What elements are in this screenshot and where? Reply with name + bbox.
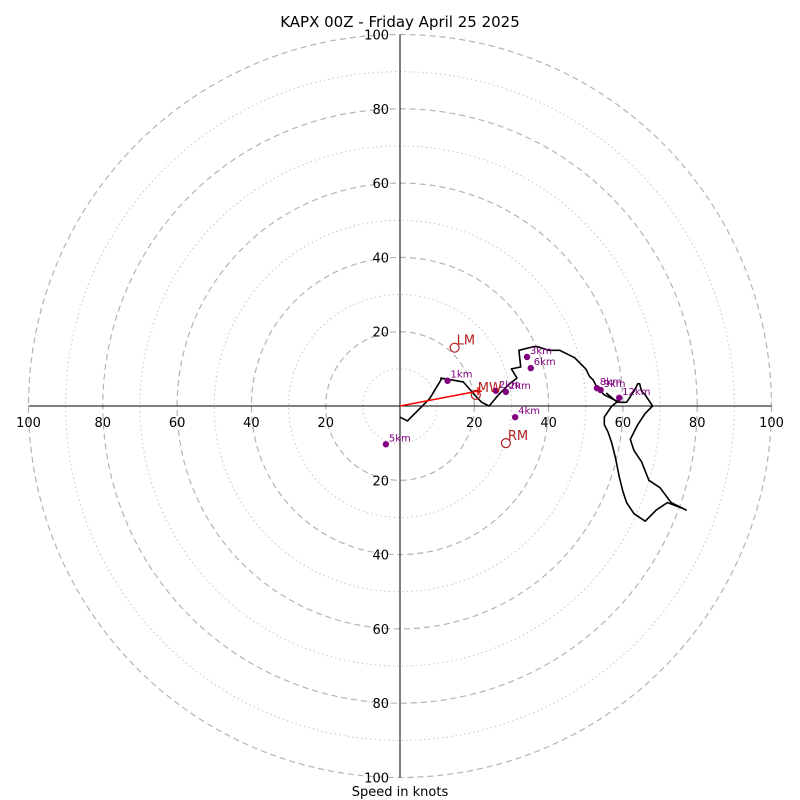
x-tick-label: 20 xyxy=(466,416,483,431)
height-marker-dot xyxy=(597,386,604,394)
storm-motion-marker xyxy=(500,438,511,449)
height-marker-label: 1km xyxy=(451,370,473,381)
height-marker-dot xyxy=(527,364,534,372)
height-marker-dot xyxy=(523,353,531,361)
height-marker-label: 2km xyxy=(509,381,531,392)
storm-motion-label: LM xyxy=(457,334,475,349)
storm-motion-marker xyxy=(470,389,481,400)
chart-title: KAPX 00Z - Friday April 25 2025 xyxy=(280,13,520,31)
height-marker-label: 8km xyxy=(600,377,622,388)
storm-motion-markers: LM MW RM xyxy=(449,334,528,449)
height-marker-dot xyxy=(382,441,390,448)
y-tick-label: 80 xyxy=(372,103,389,118)
hodograph-trace-group xyxy=(399,345,687,523)
x-tick-label: 60 xyxy=(615,416,632,431)
y-tick-label: 80 xyxy=(372,697,389,712)
height-marker-dot xyxy=(615,394,623,402)
y-tick-label: 40 xyxy=(372,251,389,266)
height-marker-label: 2km xyxy=(499,380,521,391)
y-tick-label: 60 xyxy=(372,177,389,192)
height-marker-dot xyxy=(444,377,451,384)
height-marker-label: 6km xyxy=(534,357,556,368)
x-tick-label: 80 xyxy=(95,416,112,431)
y-tick-label: 100 xyxy=(364,772,389,787)
x-axis-label: Speed in knots xyxy=(352,785,449,800)
height-marker-label: 9km xyxy=(604,379,626,390)
height-marker-dot xyxy=(502,388,510,396)
bunkers-vector xyxy=(399,390,479,407)
x-tick-label: 20 xyxy=(317,416,334,431)
storm-motion-label: MW xyxy=(478,381,502,396)
y-tick-label: 40 xyxy=(372,549,389,564)
x-tick-label: 100 xyxy=(16,416,41,431)
storm-motion-marker xyxy=(449,342,460,353)
x-tick-label: 100 xyxy=(759,416,784,431)
y-tick-label: 20 xyxy=(372,326,389,341)
x-tick-label: 80 xyxy=(689,416,706,431)
height-marker-dot xyxy=(511,413,519,421)
y-tick-label: 20 xyxy=(372,474,389,489)
storm-motion-label: RM xyxy=(508,429,528,444)
y-tick-label: 100 xyxy=(364,29,389,44)
height-marker-label: 5km xyxy=(389,433,411,444)
height-marker-label: 3km xyxy=(530,346,552,357)
x-tick-label: 60 xyxy=(169,416,186,431)
height-marker-label: 4km xyxy=(518,406,540,417)
x-tick-label: 40 xyxy=(540,416,557,431)
height-marker-dot xyxy=(492,387,500,394)
y-tick-label: 60 xyxy=(372,623,389,638)
hodograph-trace xyxy=(399,345,687,523)
height-marker-label: 12km xyxy=(622,387,650,398)
tick-labels: 100 80 60 40 20 20 40 60 80 100 100 80 60 40 20 20 40 60 8… xyxy=(16,29,784,787)
x-tick-label: 40 xyxy=(243,416,260,431)
